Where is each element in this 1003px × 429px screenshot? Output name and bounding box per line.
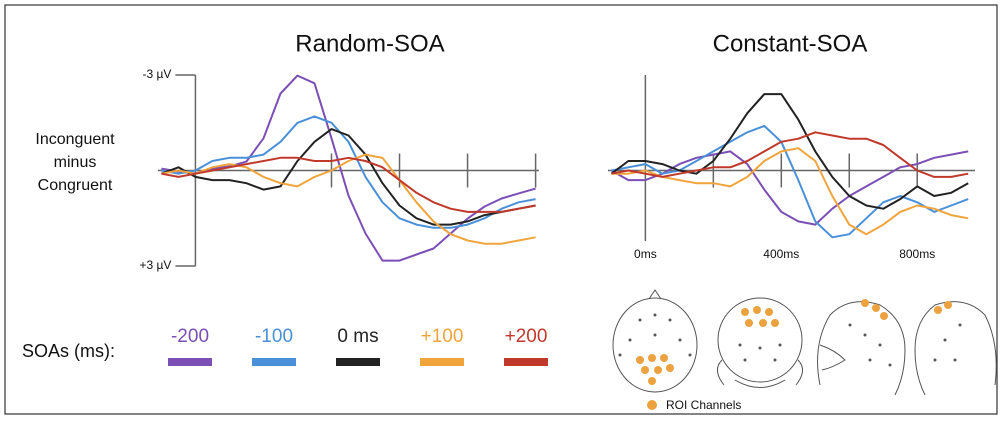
y-axis-label: Inconguent	[35, 131, 115, 148]
legend-label: 0 ms	[337, 326, 378, 347]
roi-legend-marker	[647, 400, 657, 410]
y-axis-label: minus	[54, 154, 97, 171]
legend-label: -100	[255, 326, 293, 347]
erp-line	[161, 115, 536, 229]
x-tick-label: 400ms	[763, 247, 799, 261]
y-tick-label: +3 µV	[139, 258, 171, 272]
legend-label: +100	[421, 326, 464, 347]
legend-label: -200	[171, 326, 209, 347]
panel-title: Random-SOA	[295, 30, 444, 57]
legend-swatch	[420, 358, 464, 366]
legend-swatch	[336, 358, 380, 366]
legend-swatch	[504, 358, 548, 366]
head-diagrams	[612, 289, 997, 396]
legend-swatch	[168, 358, 212, 366]
x-tick-label: 0ms	[634, 247, 657, 261]
legend-title: SOAs (ms):	[22, 341, 115, 361]
roi-legend-label: ROI Channels	[666, 398, 741, 412]
erp-line	[161, 156, 536, 213]
legend-label: +200	[505, 326, 548, 347]
erp-line	[611, 147, 969, 236]
erp-line	[161, 128, 536, 226]
x-tick-label: 800ms	[899, 247, 935, 261]
legend-swatch	[252, 358, 296, 366]
panel-title: Constant-SOA	[713, 30, 868, 57]
erp-line	[610, 93, 969, 210]
erp-line	[161, 74, 536, 262]
y-tick-label: -3 µV	[142, 67, 171, 81]
erp-line	[610, 150, 969, 226]
erp-line	[611, 131, 969, 178]
erp-line	[161, 153, 536, 245]
erp-line	[611, 124, 969, 239]
y-axis-label: Congruent	[38, 177, 113, 194]
